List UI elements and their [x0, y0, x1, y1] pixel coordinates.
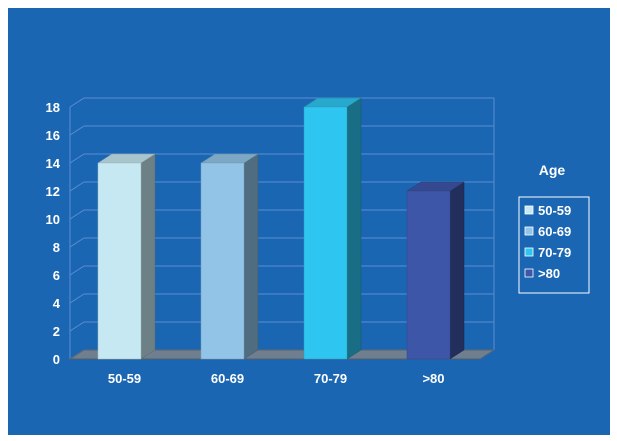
- legend-title: Age: [539, 162, 566, 178]
- bar: [303, 106, 348, 360]
- y-tick-label: 12: [46, 184, 60, 199]
- gridline-diagonal: [69, 181, 85, 192]
- bar-side: [346, 97, 362, 360]
- y-tick-label: 2: [53, 324, 60, 339]
- legend-label: >80: [538, 266, 560, 281]
- y-tick-label: 18: [46, 100, 60, 115]
- y-tick-label: 6: [53, 268, 60, 283]
- bar: [406, 190, 451, 360]
- legend-swatch: [524, 268, 534, 278]
- bar-side: [243, 153, 259, 360]
- gridline-diagonal: [69, 265, 85, 276]
- gridline-diagonal: [69, 153, 85, 164]
- bar-side: [140, 153, 156, 360]
- x-tick-label: 70-79: [314, 371, 347, 386]
- legend-box: [518, 196, 590, 294]
- legend-label: 50-59: [538, 203, 571, 218]
- legend-swatch: [524, 226, 534, 236]
- legend-swatch: [524, 205, 534, 215]
- legend-label: 60-69: [538, 224, 571, 239]
- y-tick-label: 10: [46, 212, 60, 227]
- gridline-diagonal: [69, 321, 85, 332]
- legend-swatch: [524, 247, 534, 257]
- y-tick-label: 4: [53, 296, 61, 311]
- x-tick-label: >80: [422, 371, 444, 386]
- gridline-diagonal: [69, 125, 85, 136]
- y-tick-label: 8: [53, 240, 60, 255]
- bar-side: [449, 181, 465, 360]
- gridline-diagonal: [69, 237, 85, 248]
- y-tick-label: 0: [53, 352, 60, 367]
- y-tick-label: 14: [46, 156, 61, 171]
- gridline-diagonal: [69, 97, 85, 108]
- x-tick-label: 50-59: [108, 371, 141, 386]
- x-tick-label: 60-69: [211, 371, 244, 386]
- gridline-diagonal: [69, 293, 85, 304]
- y-tick-label: 16: [46, 128, 60, 143]
- bar: [97, 162, 142, 360]
- bar: [200, 162, 245, 360]
- legend-label: 70-79: [538, 245, 571, 260]
- gridline-diagonal: [69, 209, 85, 220]
